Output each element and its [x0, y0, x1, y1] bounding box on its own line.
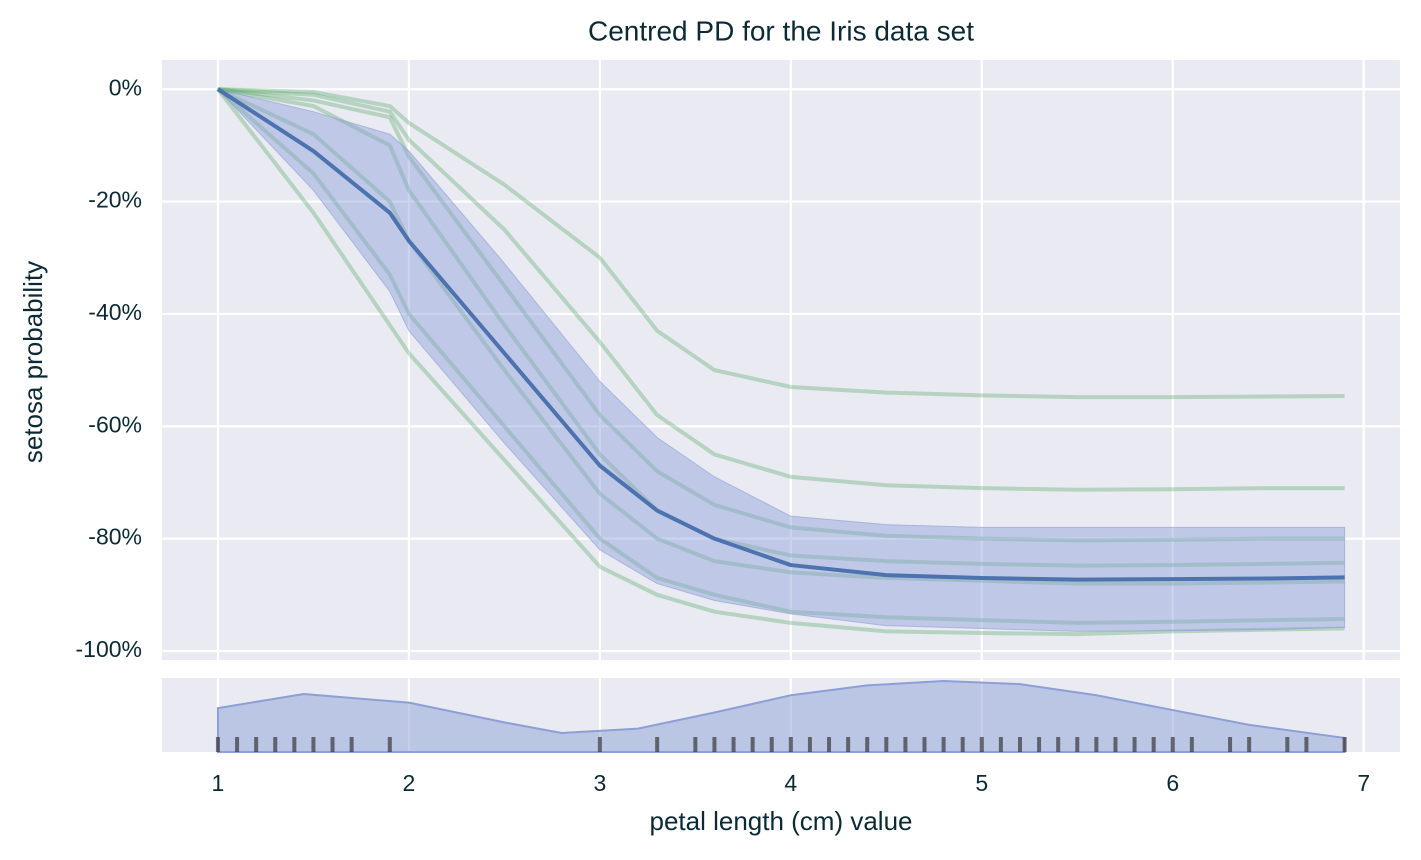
ice-line	[216, 87, 1345, 625]
x-tick-label: 2	[403, 770, 416, 796]
y-tick-label: -20%	[88, 187, 142, 213]
y-tick-label: -40%	[88, 299, 142, 325]
chart-title: Centred PD for the Iris data set	[588, 15, 974, 46]
y-tick-label: -60%	[88, 411, 142, 437]
x-tick-label: 3	[593, 770, 606, 796]
y-axis-label: setosa probability	[18, 261, 48, 463]
ice-line	[217, 87, 1345, 586]
x-tick-label: 4	[784, 770, 797, 796]
ice-line	[217, 87, 1345, 492]
y-tick-label: -100%	[76, 636, 142, 662]
mean-line	[216, 87, 1345, 582]
x-axis-label: petal length (cm) value	[649, 806, 912, 836]
ice-line	[217, 87, 1345, 400]
ice-line	[217, 87, 1345, 543]
y-tick-label: 0%	[109, 74, 142, 100]
ice-line	[216, 87, 1345, 637]
x-tick-label: 6	[1166, 770, 1179, 796]
x-tick-label: 1	[212, 770, 225, 796]
x-tick-label: 5	[975, 770, 988, 796]
x-tick-label: 7	[1357, 770, 1370, 796]
y-tick-label: -80%	[88, 524, 142, 550]
